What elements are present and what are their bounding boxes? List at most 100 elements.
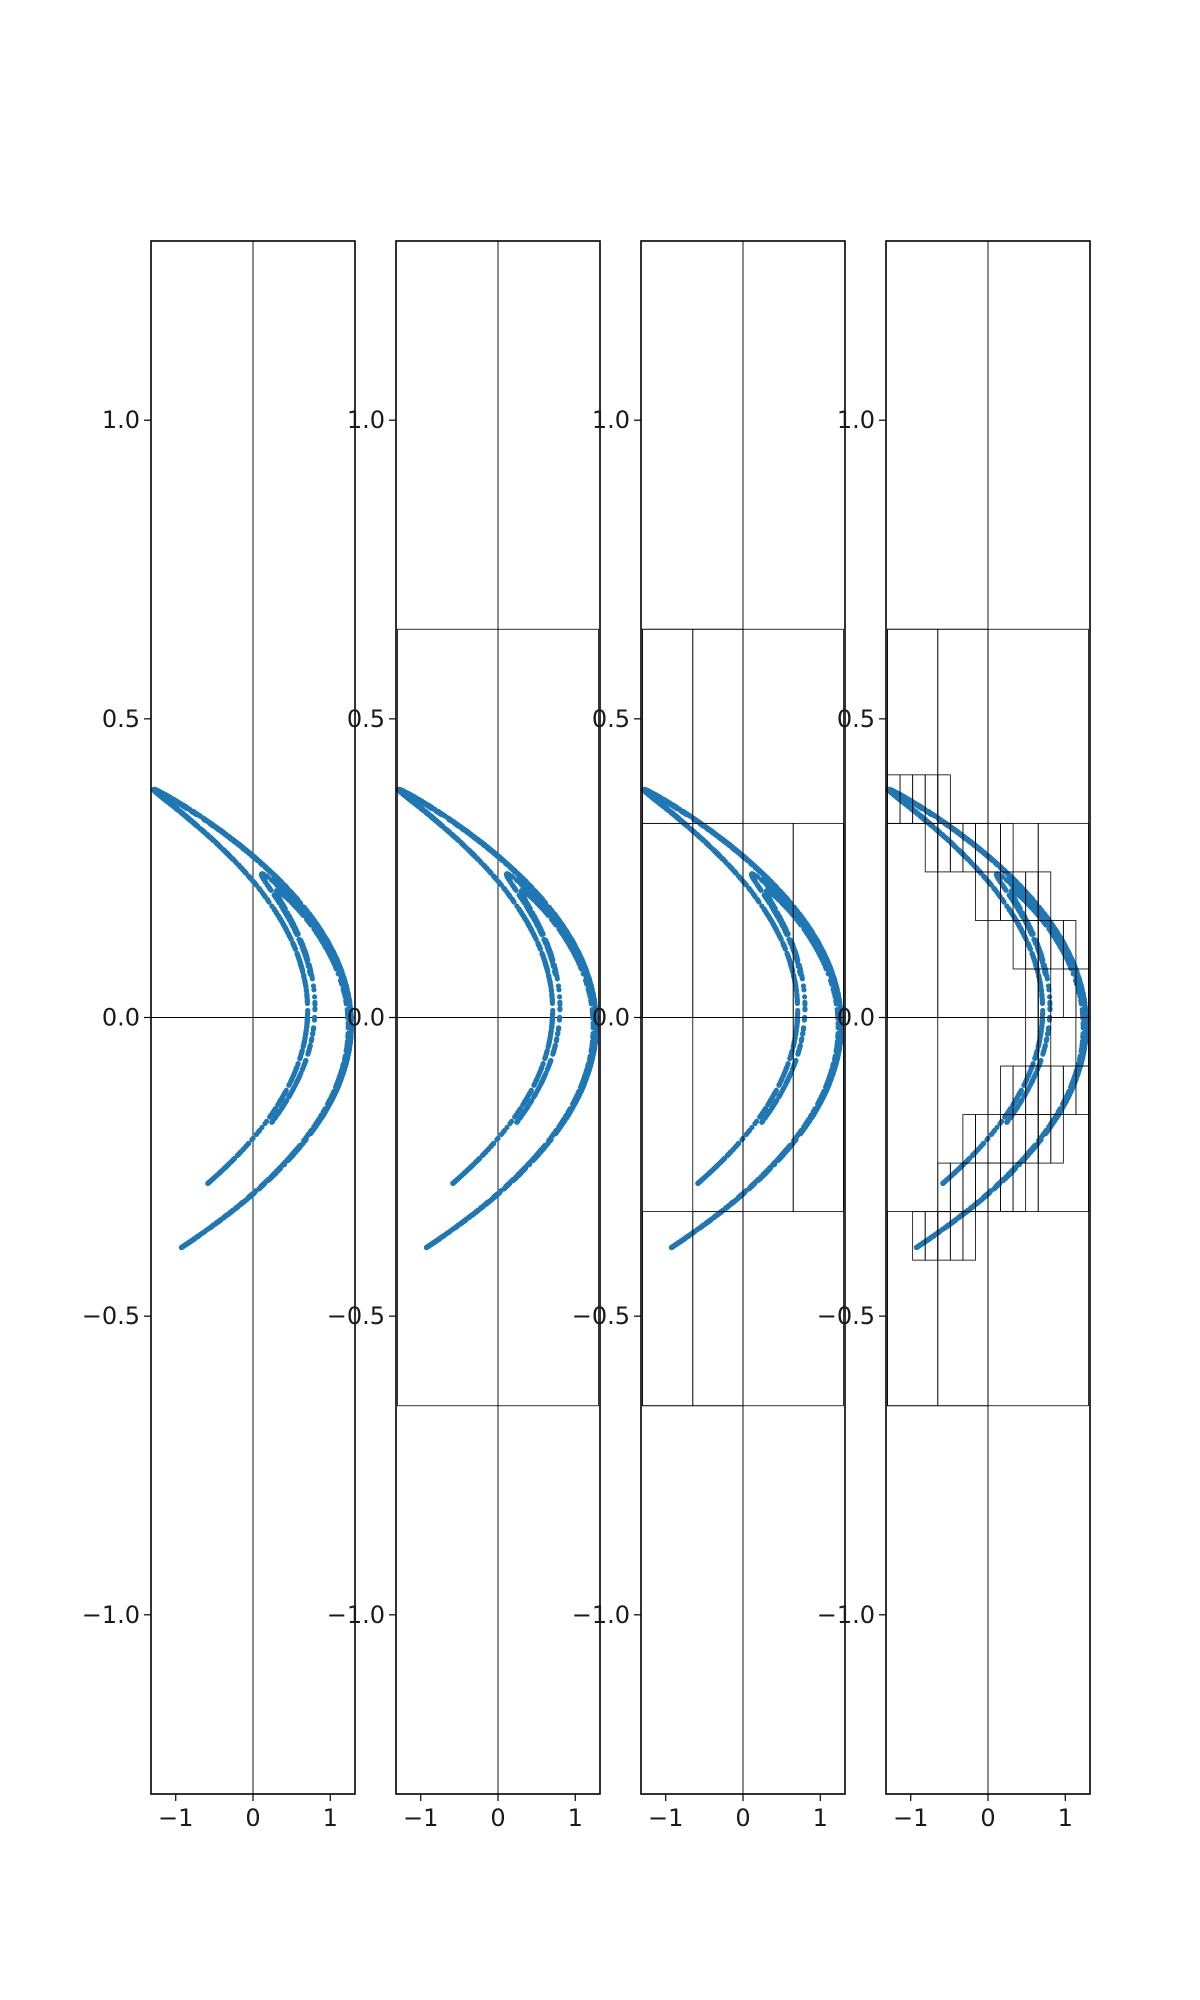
data-point	[319, 929, 325, 935]
y-tick-label: −1.0	[82, 1601, 140, 1629]
data-point	[313, 1123, 319, 1129]
data-point	[256, 1128, 262, 1135]
data-point	[272, 1170, 278, 1176]
data-point	[504, 1124, 510, 1131]
data-point	[549, 999, 555, 1005]
x-tick-label: −1	[158, 1804, 193, 1832]
data-point	[323, 936, 329, 942]
data-point	[218, 828, 224, 834]
data-point	[228, 836, 234, 842]
data-point	[271, 907, 278, 913]
data-point	[311, 1025, 317, 1031]
data-point	[525, 921, 531, 928]
data-point	[233, 1204, 239, 1211]
data-point	[192, 821, 198, 827]
data-point	[262, 894, 268, 900]
data-point	[528, 926, 534, 932]
data-point	[188, 817, 194, 824]
data-point	[248, 1192, 255, 1198]
data-point	[294, 931, 300, 938]
data-point	[230, 1156, 237, 1163]
data-point	[533, 1153, 539, 1159]
data-point	[225, 851, 231, 857]
y-tick-label: 0.0	[102, 1004, 140, 1032]
data-point	[345, 990, 351, 996]
data-point	[548, 956, 555, 962]
data-point	[189, 1237, 195, 1244]
data-point	[209, 836, 215, 842]
data-point	[333, 1082, 340, 1088]
data-point	[284, 1157, 290, 1164]
data-point	[211, 823, 218, 829]
data-point	[240, 1199, 246, 1205]
data-point	[276, 883, 282, 889]
data-point	[529, 913, 536, 920]
data-point	[446, 1229, 452, 1236]
data-point	[296, 908, 303, 914]
data-point	[259, 1183, 265, 1189]
data-point	[250, 854, 257, 860]
data-point	[340, 1062, 346, 1068]
data-point	[553, 1037, 560, 1043]
data-point	[299, 941, 306, 947]
data-point	[167, 794, 173, 800]
data-point	[535, 940, 541, 946]
data-point	[549, 1024, 555, 1031]
y-tick-label: 0.5	[102, 705, 140, 733]
data-point	[494, 1137, 500, 1143]
data-point	[247, 850, 253, 856]
data-point	[591, 996, 597, 1002]
data-point	[592, 1004, 598, 1010]
data-point	[428, 804, 434, 810]
attractor	[151, 786, 354, 1251]
data-point	[291, 1071, 297, 1077]
y-tick-label: −0.5	[82, 1302, 140, 1330]
data-point	[520, 1166, 526, 1173]
data-point	[283, 926, 289, 932]
data-point	[501, 1128, 507, 1135]
data-point	[217, 1217, 223, 1223]
data-point	[272, 1115, 278, 1121]
data-point	[310, 1030, 316, 1036]
data-point	[316, 924, 322, 930]
data-point	[259, 1124, 265, 1131]
data-point	[556, 1017, 563, 1023]
data-point	[517, 1115, 523, 1121]
data-point	[333, 1088, 339, 1094]
data-point	[294, 950, 300, 957]
panel-1: −1 0 1−1.0−0.50.00.51.0	[82, 240, 356, 1832]
data-point	[238, 843, 244, 850]
data-point	[305, 1050, 311, 1056]
data-point	[300, 1043, 307, 1049]
data-point	[319, 935, 325, 941]
data-point	[509, 882, 516, 888]
data-point	[347, 1037, 354, 1043]
data-point	[342, 986, 348, 992]
data-point	[557, 1001, 563, 1007]
data-point	[504, 1183, 510, 1189]
data-point	[281, 892, 287, 898]
data-point	[265, 898, 272, 904]
data-point	[275, 1111, 281, 1117]
data-point	[259, 871, 266, 877]
data-point	[208, 1224, 214, 1230]
data-point	[263, 1178, 270, 1184]
data-point	[546, 974, 552, 980]
data-point	[547, 949, 553, 955]
data-point	[298, 1143, 304, 1149]
data-point	[583, 974, 590, 981]
data-point	[310, 983, 317, 989]
y-tick-label: 1.0	[102, 406, 140, 434]
data-point	[263, 1118, 270, 1124]
data-point	[333, 965, 339, 971]
data-point	[311, 1017, 318, 1023]
data-point	[310, 1127, 316, 1133]
data-point	[304, 993, 310, 999]
data-point	[299, 1049, 305, 1055]
data-point	[292, 900, 299, 906]
data-point	[307, 1043, 313, 1049]
plot-area	[396, 241, 600, 1794]
plot-area	[151, 241, 355, 1794]
data-point	[483, 1149, 489, 1155]
data-point	[292, 946, 298, 952]
